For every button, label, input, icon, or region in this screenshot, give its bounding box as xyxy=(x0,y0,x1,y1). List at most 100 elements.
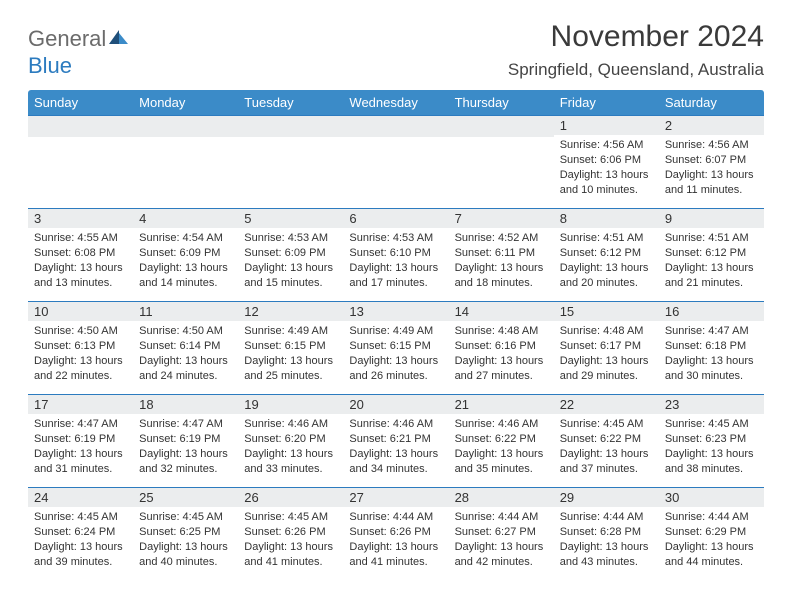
calendar-day-cell: 4Sunrise: 4:54 AMSunset: 6:09 PMDaylight… xyxy=(133,209,238,302)
day-detail-text: Sunrise: 4:50 AMSunset: 6:13 PMDaylight:… xyxy=(28,321,133,387)
calendar-day-cell: 22Sunrise: 4:45 AMSunset: 6:22 PMDayligh… xyxy=(554,395,659,488)
calendar-day-cell: 10Sunrise: 4:50 AMSunset: 6:13 PMDayligh… xyxy=(28,302,133,395)
day-number xyxy=(343,116,448,137)
month-title: November 2024 xyxy=(508,20,764,54)
day-detail-text: Sunrise: 4:45 AMSunset: 6:25 PMDaylight:… xyxy=(133,507,238,573)
calendar-day-cell: 28Sunrise: 4:44 AMSunset: 6:27 PMDayligh… xyxy=(449,488,554,581)
day-detail-text: Sunrise: 4:53 AMSunset: 6:09 PMDaylight:… xyxy=(238,228,343,294)
day-number: 16 xyxy=(659,302,764,321)
day-detail-text: Sunrise: 4:47 AMSunset: 6:18 PMDaylight:… xyxy=(659,321,764,387)
calendar-day-cell: 20Sunrise: 4:46 AMSunset: 6:21 PMDayligh… xyxy=(343,395,448,488)
weekday-header: Saturday xyxy=(659,90,764,116)
calendar-day-cell: 29Sunrise: 4:44 AMSunset: 6:28 PMDayligh… xyxy=(554,488,659,581)
day-detail-text: Sunrise: 4:53 AMSunset: 6:10 PMDaylight:… xyxy=(343,228,448,294)
day-detail-text xyxy=(238,137,343,144)
calendar-day-cell: 27Sunrise: 4:44 AMSunset: 6:26 PMDayligh… xyxy=(343,488,448,581)
logo-sail-icon xyxy=(108,27,130,53)
day-number: 6 xyxy=(343,209,448,228)
calendar-day-cell: 17Sunrise: 4:47 AMSunset: 6:19 PMDayligh… xyxy=(28,395,133,488)
day-number: 18 xyxy=(133,395,238,414)
day-detail-text xyxy=(449,137,554,144)
day-detail-text: Sunrise: 4:44 AMSunset: 6:29 PMDaylight:… xyxy=(659,507,764,573)
calendar-day-cell: 13Sunrise: 4:49 AMSunset: 6:15 PMDayligh… xyxy=(343,302,448,395)
day-number: 15 xyxy=(554,302,659,321)
calendar-day-cell: 24Sunrise: 4:45 AMSunset: 6:24 PMDayligh… xyxy=(28,488,133,581)
calendar-page: General Blue November 2024 Springfield, … xyxy=(0,0,792,580)
day-detail-text: Sunrise: 4:45 AMSunset: 6:24 PMDaylight:… xyxy=(28,507,133,573)
calendar-day-cell: 9Sunrise: 4:51 AMSunset: 6:12 PMDaylight… xyxy=(659,209,764,302)
calendar-day-cell: 23Sunrise: 4:45 AMSunset: 6:23 PMDayligh… xyxy=(659,395,764,488)
calendar-day-cell: 2Sunrise: 4:56 AMSunset: 6:07 PMDaylight… xyxy=(659,116,764,209)
logo-word-blue: Blue xyxy=(28,53,72,78)
day-detail-text: Sunrise: 4:55 AMSunset: 6:08 PMDaylight:… xyxy=(28,228,133,294)
day-detail-text xyxy=(133,137,238,144)
calendar-body: 1Sunrise: 4:56 AMSunset: 6:06 PMDaylight… xyxy=(28,116,764,581)
day-number: 28 xyxy=(449,488,554,507)
day-detail-text: Sunrise: 4:51 AMSunset: 6:12 PMDaylight:… xyxy=(554,228,659,294)
day-detail-text: Sunrise: 4:49 AMSunset: 6:15 PMDaylight:… xyxy=(343,321,448,387)
day-number: 1 xyxy=(554,116,659,135)
calendar-header-row: SundayMondayTuesdayWednesdayThursdayFrid… xyxy=(28,90,764,116)
day-detail-text: Sunrise: 4:56 AMSunset: 6:06 PMDaylight:… xyxy=(554,135,659,201)
weekday-header: Friday xyxy=(554,90,659,116)
day-number: 3 xyxy=(28,209,133,228)
day-number xyxy=(28,116,133,137)
day-detail-text: Sunrise: 4:44 AMSunset: 6:27 PMDaylight:… xyxy=(449,507,554,573)
calendar-week-row: 17Sunrise: 4:47 AMSunset: 6:19 PMDayligh… xyxy=(28,395,764,488)
weekday-header: Thursday xyxy=(449,90,554,116)
calendar-day-cell: 12Sunrise: 4:49 AMSunset: 6:15 PMDayligh… xyxy=(238,302,343,395)
logo-word-general: General xyxy=(28,26,106,51)
day-number: 23 xyxy=(659,395,764,414)
day-detail-text: Sunrise: 4:49 AMSunset: 6:15 PMDaylight:… xyxy=(238,321,343,387)
day-detail-text: Sunrise: 4:50 AMSunset: 6:14 PMDaylight:… xyxy=(133,321,238,387)
day-number: 25 xyxy=(133,488,238,507)
calendar-day-cell: 19Sunrise: 4:46 AMSunset: 6:20 PMDayligh… xyxy=(238,395,343,488)
calendar-week-row: 24Sunrise: 4:45 AMSunset: 6:24 PMDayligh… xyxy=(28,488,764,581)
day-number: 20 xyxy=(343,395,448,414)
calendar-week-row: 1Sunrise: 4:56 AMSunset: 6:06 PMDaylight… xyxy=(28,116,764,209)
calendar-day-cell: 1Sunrise: 4:56 AMSunset: 6:06 PMDaylight… xyxy=(554,116,659,209)
calendar-day-cell xyxy=(449,116,554,209)
day-number: 21 xyxy=(449,395,554,414)
logo-text: General Blue xyxy=(28,26,130,79)
day-detail-text xyxy=(28,137,133,144)
day-detail-text: Sunrise: 4:48 AMSunset: 6:16 PMDaylight:… xyxy=(449,321,554,387)
location-subtitle: Springfield, Queensland, Australia xyxy=(508,60,764,80)
day-detail-text: Sunrise: 4:45 AMSunset: 6:22 PMDaylight:… xyxy=(554,414,659,480)
day-number: 2 xyxy=(659,116,764,135)
day-detail-text: Sunrise: 4:46 AMSunset: 6:22 PMDaylight:… xyxy=(449,414,554,480)
day-detail-text: Sunrise: 4:54 AMSunset: 6:09 PMDaylight:… xyxy=(133,228,238,294)
weekday-header: Wednesday xyxy=(343,90,448,116)
day-detail-text: Sunrise: 4:46 AMSunset: 6:21 PMDaylight:… xyxy=(343,414,448,480)
day-number: 19 xyxy=(238,395,343,414)
day-number: 22 xyxy=(554,395,659,414)
calendar-day-cell: 16Sunrise: 4:47 AMSunset: 6:18 PMDayligh… xyxy=(659,302,764,395)
calendar-day-cell xyxy=(133,116,238,209)
day-number: 11 xyxy=(133,302,238,321)
day-detail-text: Sunrise: 4:45 AMSunset: 6:23 PMDaylight:… xyxy=(659,414,764,480)
day-number: 27 xyxy=(343,488,448,507)
day-number: 12 xyxy=(238,302,343,321)
calendar-day-cell: 8Sunrise: 4:51 AMSunset: 6:12 PMDaylight… xyxy=(554,209,659,302)
page-header: General Blue November 2024 Springfield, … xyxy=(28,20,764,80)
calendar-day-cell: 18Sunrise: 4:47 AMSunset: 6:19 PMDayligh… xyxy=(133,395,238,488)
calendar-day-cell: 21Sunrise: 4:46 AMSunset: 6:22 PMDayligh… xyxy=(449,395,554,488)
day-number: 13 xyxy=(343,302,448,321)
calendar-day-cell: 6Sunrise: 4:53 AMSunset: 6:10 PMDaylight… xyxy=(343,209,448,302)
day-number: 5 xyxy=(238,209,343,228)
day-detail-text: Sunrise: 4:48 AMSunset: 6:17 PMDaylight:… xyxy=(554,321,659,387)
logo: General Blue xyxy=(28,26,130,79)
day-detail-text: Sunrise: 4:46 AMSunset: 6:20 PMDaylight:… xyxy=(238,414,343,480)
day-number xyxy=(238,116,343,137)
day-number: 8 xyxy=(554,209,659,228)
day-detail-text: Sunrise: 4:52 AMSunset: 6:11 PMDaylight:… xyxy=(449,228,554,294)
calendar-day-cell xyxy=(343,116,448,209)
day-detail-text: Sunrise: 4:44 AMSunset: 6:28 PMDaylight:… xyxy=(554,507,659,573)
day-detail-text: Sunrise: 4:51 AMSunset: 6:12 PMDaylight:… xyxy=(659,228,764,294)
day-number: 7 xyxy=(449,209,554,228)
day-number: 17 xyxy=(28,395,133,414)
calendar-day-cell xyxy=(28,116,133,209)
day-number xyxy=(133,116,238,137)
day-number: 29 xyxy=(554,488,659,507)
title-block: November 2024 Springfield, Queensland, A… xyxy=(508,20,764,80)
